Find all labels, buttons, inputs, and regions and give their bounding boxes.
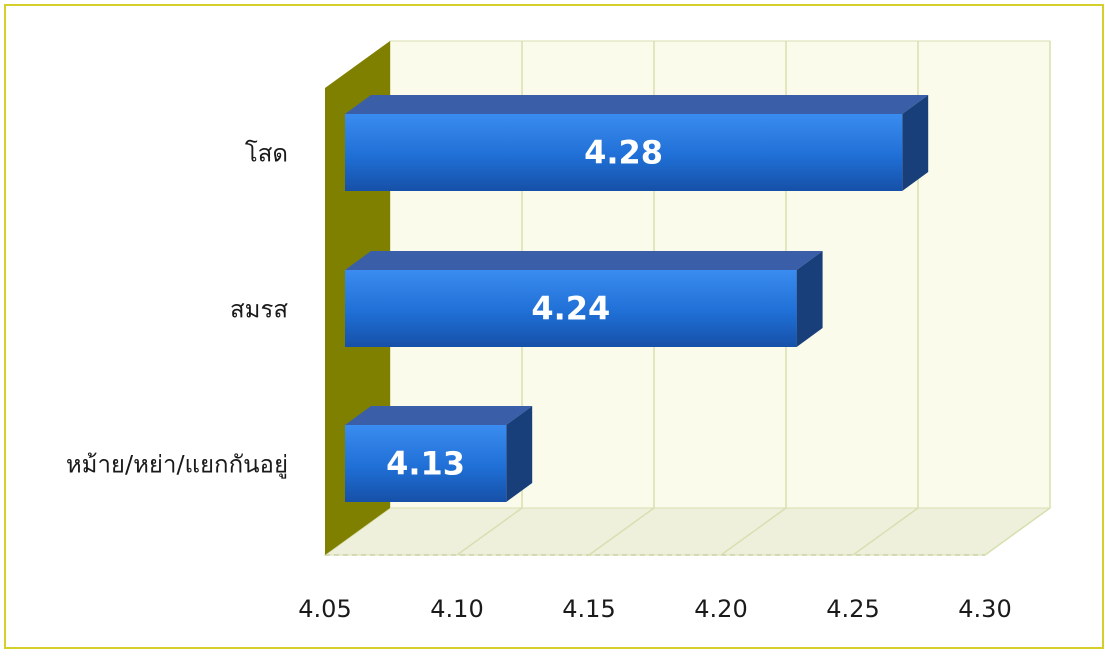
bar-side-0 xyxy=(902,95,929,191)
floor xyxy=(323,507,1052,556)
floor-gridline-4.30 xyxy=(984,507,1051,556)
bar-1[interactable] xyxy=(345,270,797,347)
category-label-2: หม้าย/หย่า/แยกกันอยู่ xyxy=(66,451,288,480)
floor-gridline-4.10 xyxy=(456,507,523,556)
x-tick-label-3: 4.20 xyxy=(694,595,747,623)
bar-side-1 xyxy=(796,251,823,347)
category-label-0: โสด xyxy=(245,140,288,168)
x-tick-label-4: 4.25 xyxy=(826,595,879,623)
bar-top-1 xyxy=(345,251,823,270)
bar-value-label-0: 4.28 xyxy=(584,134,663,172)
x-tick-label-0: 4.05 xyxy=(298,595,351,623)
bar-top-0 xyxy=(345,95,929,114)
bar-value-label-2: 4.13 xyxy=(386,445,465,483)
bar-0[interactable] xyxy=(345,114,903,191)
bar-top-2 xyxy=(345,406,533,425)
bar-value-label-1: 4.24 xyxy=(531,290,610,328)
floor-gridline-4.20 xyxy=(720,507,787,556)
bar-side-2 xyxy=(506,406,533,502)
x-tick-label-5: 4.30 xyxy=(958,595,1011,623)
x-tick-label-1: 4.10 xyxy=(430,595,483,623)
bar-2[interactable] xyxy=(345,425,507,502)
floor-gridline-4.15 xyxy=(588,507,655,556)
category-label-1: สมรส xyxy=(230,296,288,324)
floor-gridline-4.25 xyxy=(852,507,919,556)
x-tick-label-2: 4.15 xyxy=(562,595,615,623)
